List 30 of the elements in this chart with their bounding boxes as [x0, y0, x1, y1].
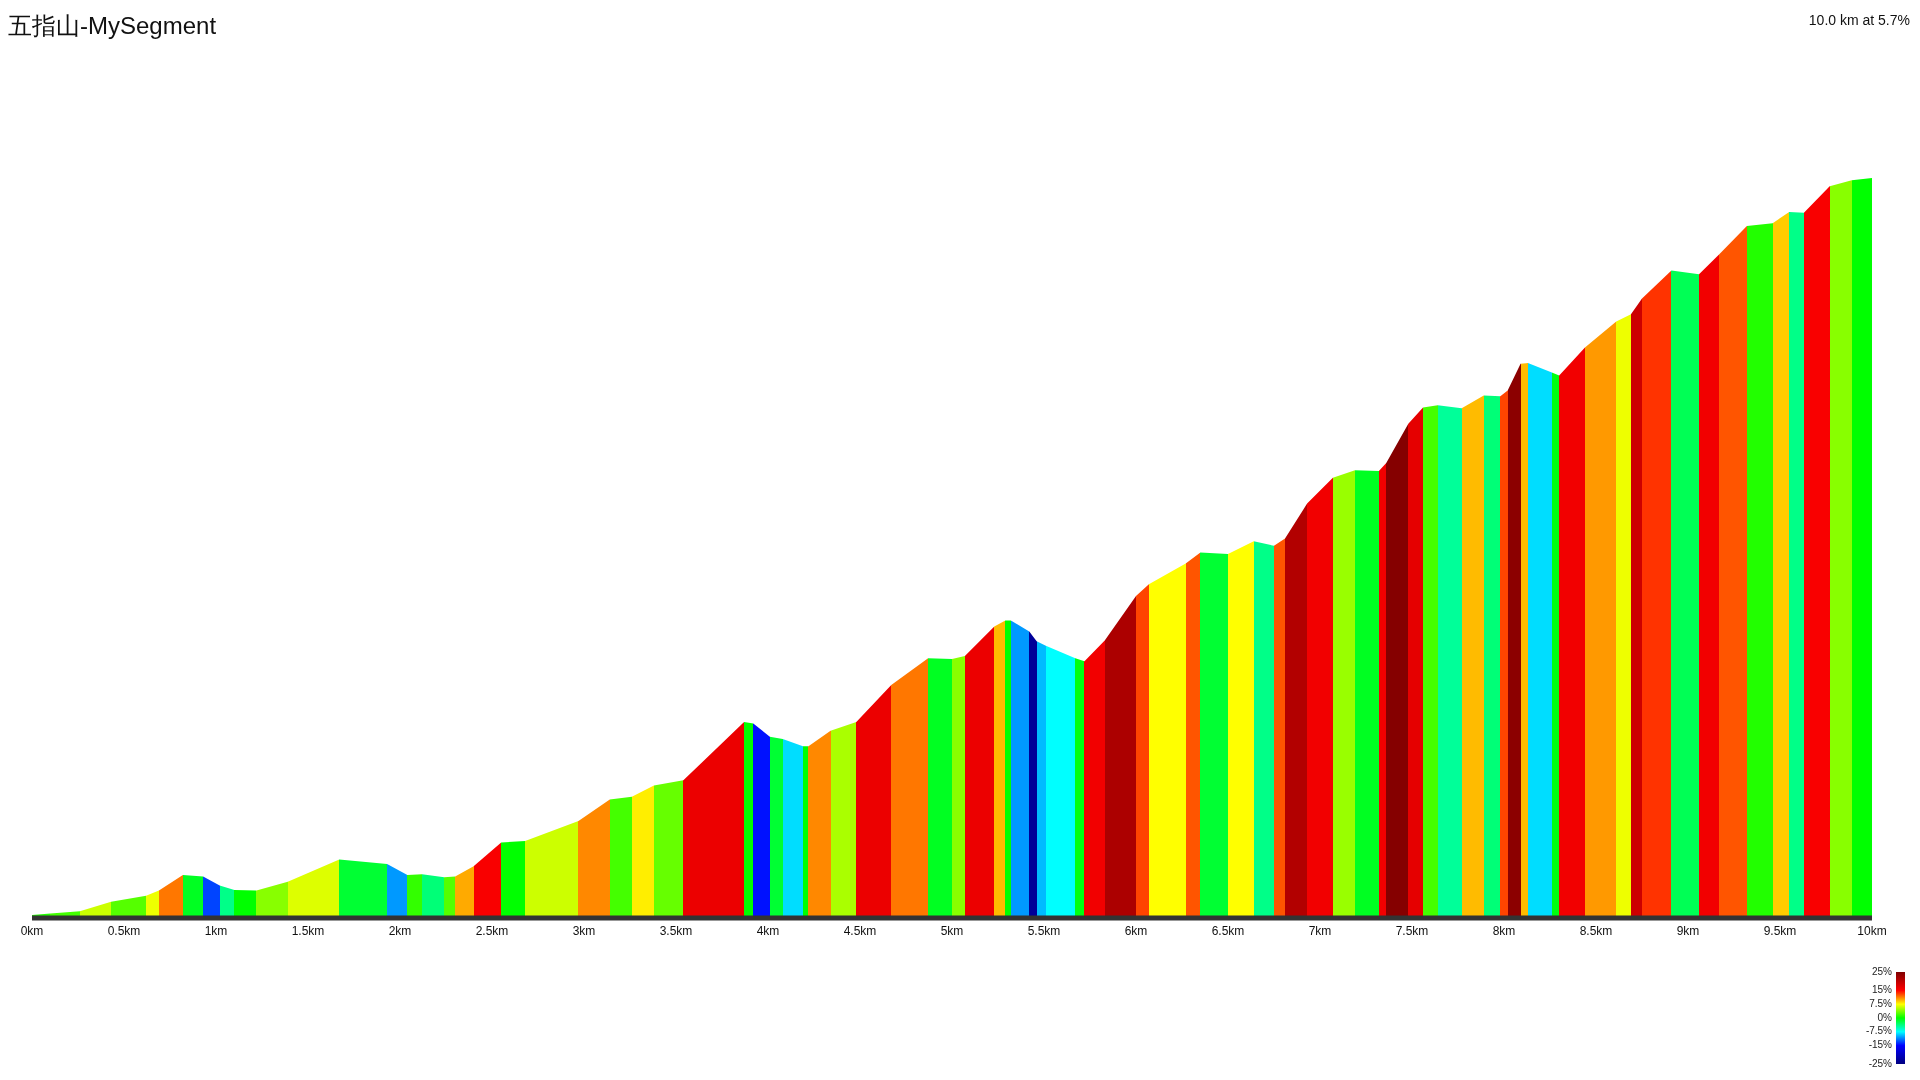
x-tick-label: 3km [572, 923, 596, 938]
x-tick-label: 4km [756, 923, 780, 938]
x-tick-label: 8.5km [1579, 923, 1613, 938]
x-tick-label: 2km [388, 923, 412, 938]
x-tick-label: 0km [20, 923, 44, 938]
color-bar-label: 0% [1877, 1011, 1893, 1023]
color-bar-label: -15% [1868, 1039, 1893, 1051]
x-tick-label: 7km [1308, 923, 1332, 938]
x-tick-label: 6km [1124, 923, 1148, 938]
color-bar-label: -25% [1868, 1057, 1893, 1069]
chart-subtitle: 10.0 km at 5.7% [1808, 12, 1910, 28]
x-tick-label: 3.5km [659, 923, 693, 938]
x-tick-label: 9km [1676, 923, 1700, 938]
x-tick-label: 8km [1492, 923, 1516, 938]
x-tick-label: 4.5km [843, 923, 877, 938]
x-tick-label: 7.5km [1395, 923, 1429, 938]
x-tick-label: 5km [940, 923, 964, 938]
x-tick-label: 2.5km [475, 923, 509, 938]
x-tick-label: 10km [1857, 923, 1887, 938]
color-bar-label: 25% [1871, 965, 1893, 977]
x-tick-label: 1km [204, 923, 228, 938]
color-bar-label: -7.5% [1865, 1025, 1893, 1037]
x-tick-label: 0.5km [107, 923, 141, 938]
color-bar-label: 7.5% [1869, 997, 1893, 1009]
x-tick-label: 5.5km [1027, 923, 1061, 938]
chart-title: 五指山-MySegment [8, 11, 217, 41]
color-bar-label: 15% [1871, 984, 1893, 996]
x-tick-label: 9.5km [1763, 923, 1797, 938]
x-tick-label: 1.5km [291, 923, 325, 938]
x-tick-label: 6.5km [1211, 923, 1245, 938]
